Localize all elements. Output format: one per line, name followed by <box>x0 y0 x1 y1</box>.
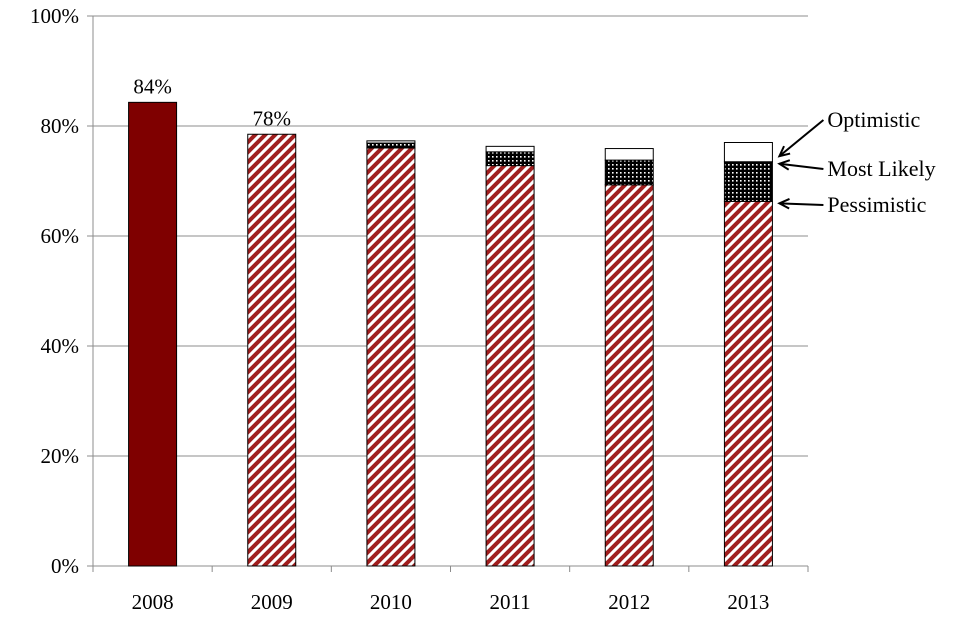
annotations: Optimistic Most Likely Pessimistic <box>777 107 936 217</box>
bar-most-likely <box>723 161 773 202</box>
bar-pessimistic <box>366 147 416 567</box>
annotation-arrowhead <box>777 145 791 158</box>
bar-most-likely <box>604 159 654 186</box>
axes: 0% 20% 40% 60% 80% 100% 2008 2009 2010 2011 2012 20… <box>30 4 809 614</box>
annotation-arrow <box>778 119 825 157</box>
data-label: 78% <box>253 106 292 130</box>
bar-most-likely <box>366 142 416 149</box>
annotation-label: Most Likely <box>827 156 935 181</box>
bar-optimistic <box>366 140 416 144</box>
annotation-arrow <box>779 202 824 206</box>
y-tick-label: 0% <box>51 554 79 578</box>
bar-optimistic <box>485 145 535 153</box>
y-tick-label: 80% <box>41 114 80 138</box>
annotation-arrowhead <box>777 198 790 210</box>
bar-pessimistic <box>604 184 654 567</box>
bar-optimistic <box>604 148 654 161</box>
annotation-arrow <box>779 162 824 170</box>
annotation-label: Optimistic <box>827 107 920 132</box>
y-tick-label: 100% <box>30 4 79 28</box>
bars <box>128 101 773 567</box>
bar-optimistic <box>723 142 773 163</box>
bar-pessimistic <box>723 200 773 567</box>
x-tick-label: 2009 <box>251 590 293 614</box>
x-tick-label: 2012 <box>608 590 650 614</box>
data-labels: 84% 78% <box>133 74 291 130</box>
bar-pessimistic <box>247 133 297 567</box>
data-label: 84% <box>133 74 172 98</box>
x-tick-label: 2011 <box>489 590 530 614</box>
annotation-label: Pessimistic <box>827 192 926 217</box>
bar-pessimistic <box>485 165 535 567</box>
gridlines <box>93 15 808 457</box>
bar-pessimistic <box>128 101 178 567</box>
x-tick-label: 2008 <box>132 590 174 614</box>
y-tick-label: 40% <box>41 334 80 358</box>
annotation-arrowhead <box>777 159 791 171</box>
x-tick-label: 2013 <box>727 590 769 614</box>
x-tick-label: 2010 <box>370 590 412 614</box>
bar-most-likely <box>485 151 535 167</box>
y-tick-label: 20% <box>41 444 80 468</box>
y-tick-label: 60% <box>41 224 80 248</box>
